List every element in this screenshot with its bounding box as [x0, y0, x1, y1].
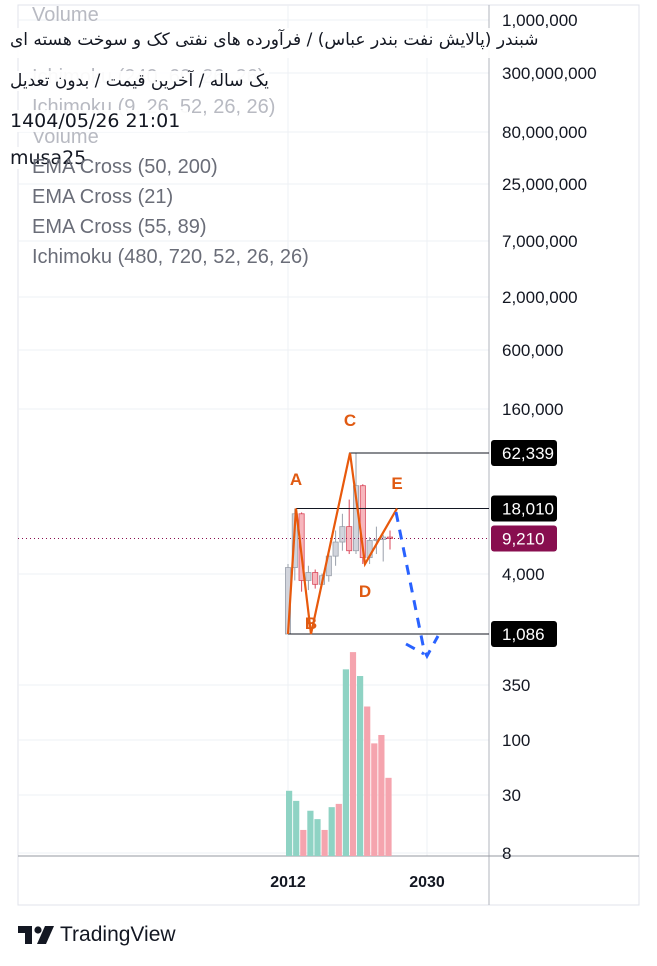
- price-tick-label: 30: [502, 786, 521, 805]
- projection-hook: [405, 642, 425, 656]
- indicator-label[interactable]: EMA Cross (55, 89): [32, 216, 207, 238]
- price-tick-label: 4,000: [502, 565, 545, 584]
- wave-label-d: D: [359, 582, 371, 601]
- candle-body: [346, 526, 353, 552]
- level-badge-bg: [491, 621, 557, 647]
- level-badge: 18,010: [502, 499, 554, 518]
- volume-bar: [342, 669, 349, 856]
- volume-bar: [371, 743, 378, 856]
- volume-bar: [385, 777, 392, 856]
- price-tick-label: 2,000,000: [502, 288, 578, 307]
- price-axis[interactable]: 1,000,000 300,000,000 80,000,000 25,000,000…: [502, 11, 597, 863]
- volume-bar: [314, 819, 321, 856]
- price-tick-label: 7,000,000: [502, 232, 578, 251]
- time-tick-label: 2030: [409, 874, 445, 891]
- indicator-label[interactable]: Ichimoku (480, 720, 52, 26, 26): [32, 246, 309, 268]
- volume-bar: [378, 734, 385, 856]
- snapshot-datetime: 1404/05/26 21:01: [10, 110, 189, 132]
- price-tick-label: 80,000,000: [502, 123, 587, 142]
- projection-line[interactable]: [394, 511, 440, 660]
- candle-body: [332, 541, 339, 557]
- volume-bar: [364, 706, 371, 856]
- volume-bar: [293, 800, 300, 856]
- chart-frame: [17, 4, 640, 906]
- level-badge: 62,339: [502, 444, 554, 463]
- level-lines: [288, 452, 489, 635]
- indicator-label[interactable]: EMA Cross (21): [32, 186, 174, 208]
- wave-label-a: A: [290, 470, 302, 489]
- candle-body: [312, 572, 319, 585]
- wave-label-e: E: [391, 474, 402, 493]
- indicator-label[interactable]: Volume: [32, 4, 99, 26]
- candle-body: [339, 526, 346, 543]
- tradingview-brand[interactable]: TradingView: [18, 923, 176, 947]
- indicator-label[interactable]: EMA Cross (50, 200): [32, 156, 218, 178]
- level-badge-bg: [491, 440, 557, 466]
- volume-bar: [286, 790, 293, 856]
- price-tick-label: 160,000: [502, 400, 563, 419]
- volume-bar: [335, 803, 342, 856]
- wave-label-b: B: [305, 614, 317, 633]
- price-tick-label: 1,000,000: [502, 11, 578, 30]
- volume-bar: [307, 810, 314, 856]
- volume-bar: [328, 807, 335, 856]
- last-price-badge: 9,210: [502, 529, 545, 548]
- tradingview-logo-icon: [18, 926, 54, 944]
- price-tick-label: 600,000: [502, 341, 563, 360]
- candle-body: [305, 572, 312, 581]
- volume-bar: [321, 829, 328, 856]
- level-badge: 1,086: [502, 625, 545, 644]
- price-tick-label: 350: [502, 676, 530, 695]
- symbol-title: شبندر (پالایش نفت بندر عباس) / فرآورده ه…: [10, 30, 546, 50]
- price-badges: 62,339 18,010 1,086 9,210: [491, 440, 557, 647]
- last-price-badge-bg: [491, 525, 557, 552]
- wave-label-c: C: [344, 411, 356, 430]
- chart-settings-line: یک ساله / آخرین قیمت / بدون تعدیل: [10, 71, 269, 91]
- price-tick-label: 300,000,000: [502, 64, 597, 83]
- brand-name: TradingView: [60, 923, 176, 946]
- price-tick-label: 100: [502, 731, 530, 750]
- abcde-wave-line[interactable]: [286, 452, 398, 635]
- time-axis[interactable]: 2012 2030: [270, 874, 445, 891]
- price-tick-label: 8: [502, 844, 511, 863]
- price-tick-label: 25,000,000: [502, 175, 587, 194]
- volume-bar: [349, 652, 357, 856]
- volume-bar: [357, 676, 364, 856]
- level-badge-bg: [491, 495, 557, 522]
- author-name: musa25: [10, 147, 95, 169]
- volume-bar: [300, 829, 307, 856]
- wave-labels: A B C D E: [290, 411, 403, 633]
- volume-bars: [286, 652, 392, 856]
- time-tick-label: 2012: [270, 874, 306, 891]
